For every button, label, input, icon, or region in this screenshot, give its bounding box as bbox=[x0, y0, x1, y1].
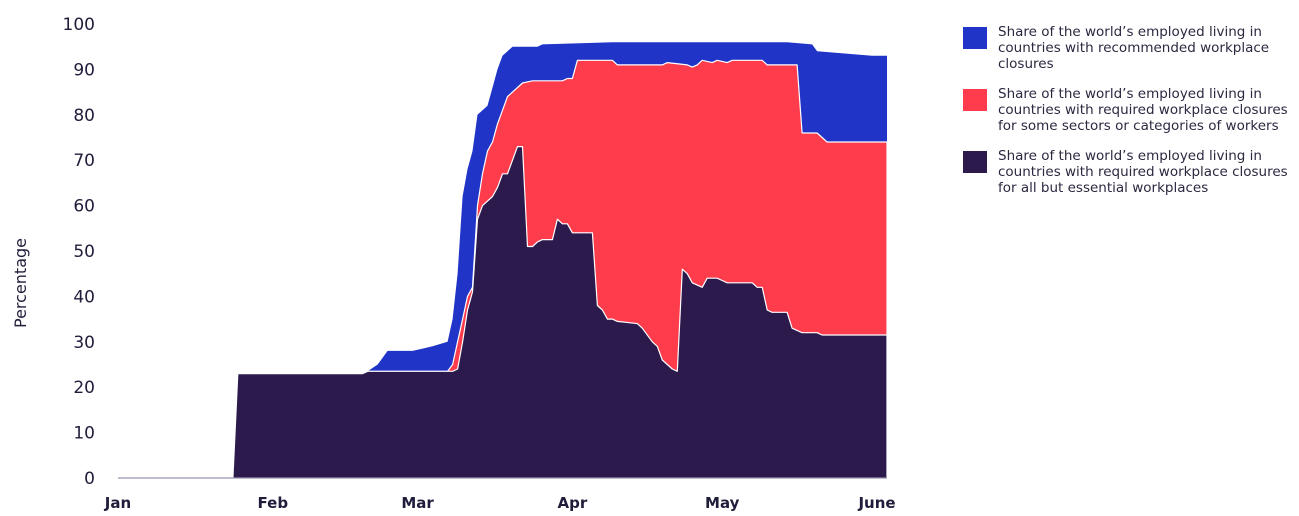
area-chart: 0 10 20 30 40 50 60 70 80 90 100 Jan Feb Mar Apr May Jun… bbox=[11, 15, 896, 512]
x-tick-label: June bbox=[857, 494, 895, 512]
legend-item-some-sectors: Share of the world’s employed living in … bbox=[963, 86, 1299, 134]
y-tick-label: 10 bbox=[73, 424, 95, 444]
y-tick-label: 90 bbox=[73, 60, 95, 80]
y-tick-label: 0 bbox=[84, 469, 95, 489]
y-tick-label: 20 bbox=[73, 378, 95, 398]
x-tick-label: Apr bbox=[558, 494, 588, 512]
y-tick-label: 100 bbox=[63, 15, 95, 35]
series-area-all-but-essential bbox=[117, 146, 888, 479]
legend-item-recommended: Share of the world’s employed living in … bbox=[963, 24, 1299, 72]
y-tick-label: 70 bbox=[73, 151, 95, 171]
legend-item-all-but-essential: Share of the world’s employed living in … bbox=[963, 148, 1299, 196]
y-tick-label: 50 bbox=[73, 242, 95, 262]
legend-label-all-but-essential: Share of the world’s employed living in … bbox=[998, 148, 1288, 196]
y-tick-label: 60 bbox=[73, 197, 95, 217]
x-tick-label: May bbox=[705, 494, 740, 512]
axis-layer: 0 10 20 30 40 50 60 70 80 90 100 Jan Feb Mar Apr May Jun… bbox=[63, 15, 896, 512]
y-tick-label: 30 bbox=[73, 333, 95, 353]
legend-label-recommended: Share of the world’s employed living in … bbox=[998, 24, 1270, 72]
legend-swatch-recommended bbox=[963, 27, 987, 49]
legend-label-some-sectors: Share of the world’s employed living in … bbox=[998, 86, 1288, 134]
y-axis-label: Percentage bbox=[11, 238, 30, 328]
y-tick-label: 80 bbox=[73, 106, 95, 126]
legend-swatch-some-sectors bbox=[963, 89, 987, 111]
x-tick-label: Jan bbox=[104, 494, 131, 512]
x-tick-label: Mar bbox=[401, 494, 434, 512]
y-tick-label: 40 bbox=[73, 287, 95, 307]
series-layer bbox=[117, 42, 888, 479]
x-tick-label: Feb bbox=[258, 494, 289, 512]
legend: Share of the world’s employed living in … bbox=[963, 24, 1299, 210]
legend-swatch-all-but-essential bbox=[963, 151, 987, 173]
